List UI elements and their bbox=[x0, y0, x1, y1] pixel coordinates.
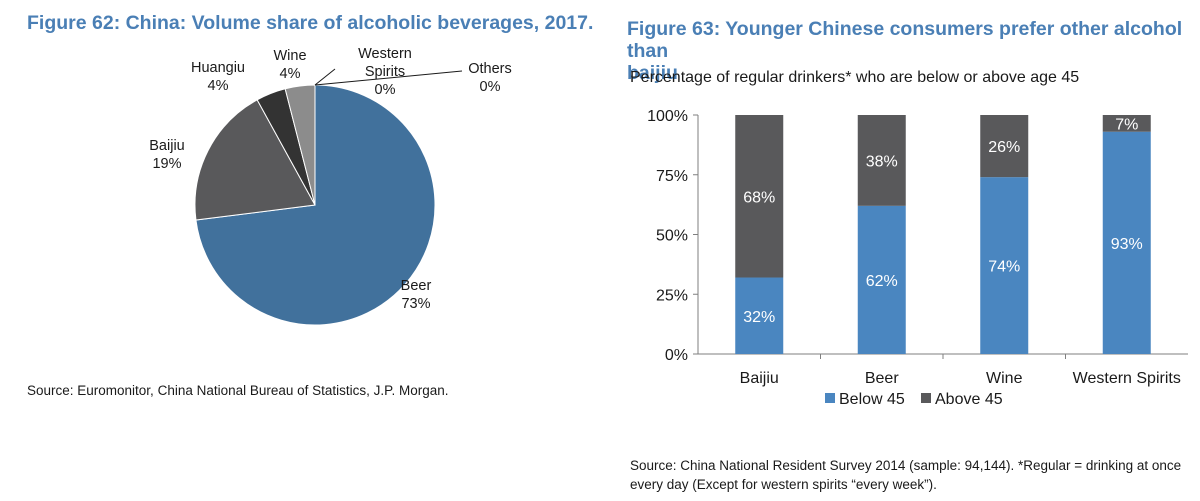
data-label-baijiu-below-45: 32% bbox=[743, 309, 775, 326]
figure-63-title: Figure 63: Younger Chinese consumers pre… bbox=[627, 18, 1200, 84]
x-tick-label-beer: Beer bbox=[865, 370, 899, 387]
y-tick-label: 25% bbox=[656, 287, 688, 304]
pie-label-western-spirits: Western Spirits 0% bbox=[358, 46, 412, 98]
stacked-bar-chart: 0% 25% 50% 75% 100% 32% 68% Baijiu 62% 38% Beer 74%… bbox=[647, 108, 1188, 408]
pie-label-others: Others 0% bbox=[468, 61, 512, 95]
figure-63-source-line2: every day (Except for western spirits “e… bbox=[630, 477, 937, 492]
pie-chart: Beer 73% Baijiu 19% Huangiu 4% Wine 4% Western Sp… bbox=[149, 46, 512, 326]
figure-63-source-line1: Source: China National Resident Survey 2… bbox=[630, 458, 1182, 473]
y-tick-label: 75% bbox=[656, 168, 688, 185]
figure-63-title-line2: baijiu bbox=[627, 62, 678, 84]
figure-62-source: Source: Euromonitor, China National Bure… bbox=[27, 383, 449, 398]
figure-63-subtitle: Percentage of regular drinkers* who are … bbox=[630, 69, 1080, 86]
bar-baijiu-below-45 bbox=[735, 277, 784, 354]
legend-label-below-45: Below 45 bbox=[839, 391, 905, 408]
y-tick-label: 50% bbox=[656, 228, 688, 245]
pie-slice-wine bbox=[284, 84, 316, 206]
legend-label-above-45: Above 45 bbox=[935, 391, 1003, 408]
legend-swatch-below-45 bbox=[825, 393, 835, 403]
pie-label-baijiu: Baijiu 19% bbox=[149, 138, 184, 172]
pie-label-huangiu: Huangiu 4% bbox=[191, 60, 245, 94]
bar-beer-below-45 bbox=[857, 205, 906, 354]
data-label-baijiu-above-45: 68% bbox=[743, 189, 775, 206]
pie-label-beer: Beer 73% bbox=[401, 278, 432, 312]
y-tick-label: 0% bbox=[665, 347, 688, 364]
data-label-wine-above-45: 26% bbox=[988, 139, 1020, 156]
bar-western-spirits-above-45 bbox=[1102, 115, 1151, 132]
y-tick-label: 100% bbox=[647, 108, 688, 125]
leader-line-others bbox=[314, 70, 463, 86]
leader-line-western-spirits bbox=[314, 68, 336, 86]
bar-western-spirits-below-45 bbox=[1102, 131, 1151, 354]
bar-wine-below-45 bbox=[980, 177, 1029, 354]
pie-slice-baijiu bbox=[194, 99, 316, 221]
figure-62-title: Figure 62: China: Volume share of alcoho… bbox=[27, 12, 594, 34]
data-label-beer-above-45: 38% bbox=[866, 153, 898, 170]
data-label-western-spirits-below-45: 93% bbox=[1111, 236, 1143, 253]
x-tick-label-western-spirits: Western Spirits bbox=[1073, 370, 1181, 387]
pie-label-wine: Wine 4% bbox=[273, 48, 306, 82]
data-label-western-spirits-above-45: 7% bbox=[1115, 116, 1138, 133]
data-label-beer-below-45: 62% bbox=[866, 273, 898, 290]
x-tick-label-wine: Wine bbox=[986, 370, 1023, 387]
x-tick-label-baijiu: Baijiu bbox=[740, 370, 779, 387]
figure-63-source: Source: China National Resident Survey 2… bbox=[630, 456, 1181, 494]
bar-beer-above-45 bbox=[857, 115, 906, 206]
data-label-wine-below-45: 74% bbox=[988, 259, 1020, 276]
figure-63-title-line1: Figure 63: Younger Chinese consumers pre… bbox=[627, 18, 1183, 62]
legend-swatch-above-45 bbox=[921, 393, 931, 403]
bar-baijiu-above-45 bbox=[735, 115, 784, 278]
bar-wine-above-45 bbox=[980, 115, 1029, 178]
